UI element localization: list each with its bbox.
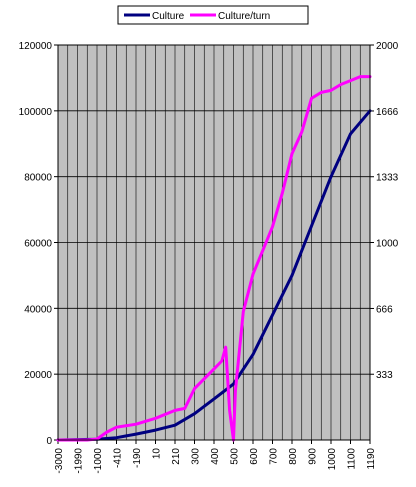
y-right-tick-label: 1666 bbox=[376, 107, 399, 118]
x-tick-label: 210 bbox=[171, 448, 182, 465]
x-tick-label: 900 bbox=[308, 448, 319, 465]
y-left-tick-label: 80000 bbox=[24, 173, 52, 184]
y-left-tick-label: 40000 bbox=[24, 304, 52, 315]
legend-label-culture: Culture bbox=[152, 11, 185, 22]
x-tick-label: 700 bbox=[269, 448, 280, 465]
y-right-tick-label: 1000 bbox=[376, 239, 399, 250]
x-tick-label: 500 bbox=[230, 448, 241, 465]
x-tick-label: 300 bbox=[191, 448, 202, 465]
legend: Culture Culture/turn bbox=[117, 5, 309, 25]
y-right-tick-label: 333 bbox=[376, 370, 393, 381]
y-right-tick-label: 1333 bbox=[376, 173, 399, 184]
y-left-tick-label: 120000 bbox=[19, 41, 53, 52]
y-left-tick-label: 100000 bbox=[19, 107, 53, 118]
x-tick-label: 400 bbox=[210, 448, 221, 465]
x-tick-label: -190 bbox=[132, 448, 143, 468]
legend-label-culture-turn: Culture/turn bbox=[218, 11, 270, 22]
series-line-culture bbox=[56, 109, 372, 442]
y-right-tick-label: 666 bbox=[376, 304, 393, 315]
x-tick-label: -1000 bbox=[93, 448, 104, 474]
y-left-tick-label: 0 bbox=[46, 436, 52, 447]
plot-area: 0 20000 40000 60000 80000 100000 120000 333 666 1… bbox=[19, 41, 399, 474]
x-tick-label: 800 bbox=[288, 448, 299, 465]
x-tick-label: 10 bbox=[152, 448, 163, 460]
x-tick-label: 1000 bbox=[327, 448, 338, 471]
x-tick-label: -3000 bbox=[54, 448, 65, 474]
y-left-tick-label: 20000 bbox=[24, 370, 52, 381]
x-tick-label: 1190 bbox=[366, 448, 377, 470]
x-tick-label: -410 bbox=[113, 448, 124, 468]
x-tick-label: 1100 bbox=[347, 448, 358, 470]
y-right-tick-label: 2000 bbox=[376, 41, 399, 52]
x-tick-label: -1990 bbox=[74, 448, 85, 474]
y-left-tick-label: 60000 bbox=[24, 239, 52, 250]
x-tick-label: 600 bbox=[249, 448, 260, 465]
series-line-culture-turn bbox=[56, 75, 372, 442]
